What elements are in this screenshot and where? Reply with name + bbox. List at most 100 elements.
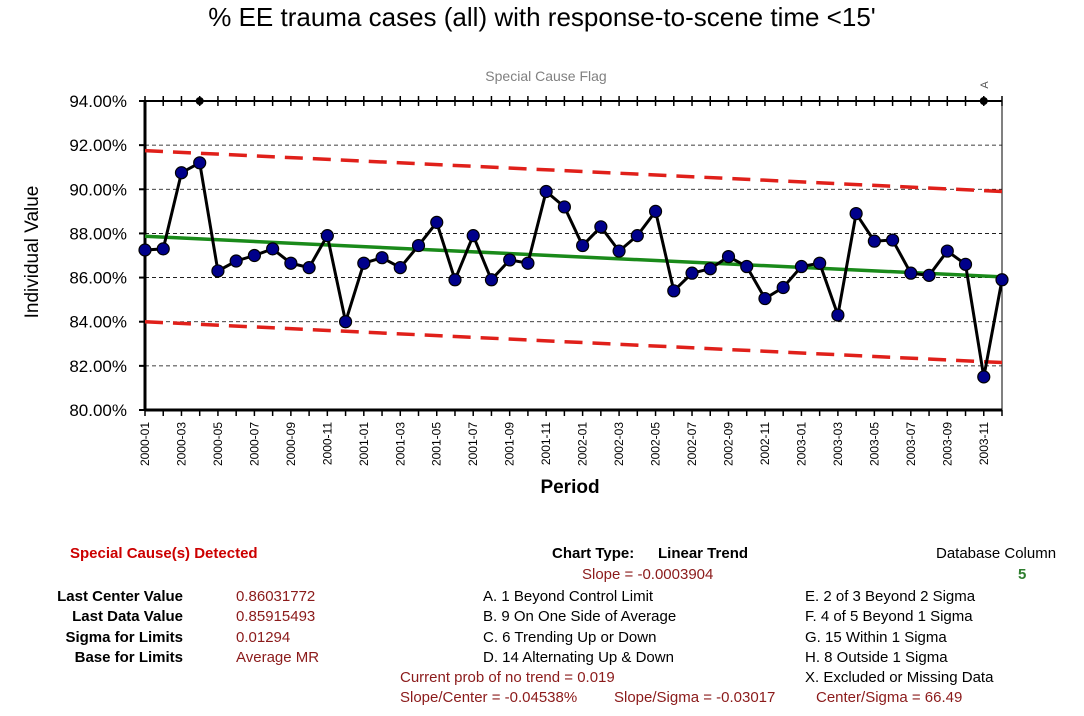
database-column-label: Database Column [936, 545, 1057, 562]
data-point [831, 308, 845, 322]
data-series [138, 156, 1009, 384]
x-tick-label: 2000-05 [211, 422, 225, 466]
stat-label: Base for Limits [74, 648, 183, 666]
data-point [193, 156, 207, 170]
special-cause-flag-label: Special Cause Flag [485, 68, 606, 84]
x-tick-label: 2001-01 [357, 422, 371, 466]
center-sigma: Center/Sigma = 66.49 [816, 689, 963, 706]
data-point [484, 273, 499, 287]
data-point [740, 259, 754, 274]
y-tick-label: 80.00% [69, 401, 127, 420]
rule-item: B. 9 On One Side of Average [483, 608, 677, 626]
x-tick-label: 2002-11 [758, 422, 772, 465]
data-point [594, 220, 608, 234]
x-tick-label: 2002-09 [721, 422, 735, 466]
x-tick-label: 2003-03 [831, 422, 845, 466]
x-tick-label: 2002-01 [576, 422, 590, 466]
data-point [211, 264, 225, 278]
data-point [302, 261, 316, 275]
data-point [138, 243, 152, 257]
center-trend-line [144, 234, 1003, 279]
special-cause-flags: A [195, 81, 991, 105]
data-point [320, 229, 334, 243]
data-point [411, 238, 426, 253]
data-point [284, 256, 298, 270]
y-tick-label: 94.00% [69, 92, 127, 111]
y-tick-label: 90.00% [69, 180, 127, 199]
stat-label: Last Center Value [57, 588, 183, 605]
y-tick-label: 82.00% [69, 357, 127, 376]
y-tick-label: 92.00% [69, 136, 127, 155]
data-point [393, 261, 407, 275]
data-point [667, 284, 681, 298]
rule-item: G. 15 Within 1 Sigma [805, 628, 947, 646]
rule-item: A. 1 Beyond Control Limit [483, 588, 654, 605]
data-point [648, 204, 663, 218]
data-point [448, 273, 462, 287]
x-tick-label: 2000-03 [174, 422, 188, 466]
x-tick-label: 2001-11 [539, 422, 553, 465]
rule-item: C. 6 Trending Up or Down [483, 628, 657, 646]
x-tick-label: 2000-09 [284, 422, 298, 466]
data-point [940, 244, 954, 258]
control-chart: 80.00% 82.00% 84.00% 86.00% 88.00% 90.00% 92.0… [22, 68, 1009, 498]
database-column-value: 5 [1018, 566, 1027, 583]
special-cause-flag [195, 97, 204, 105]
data-point [849, 206, 863, 221]
data-point [977, 370, 991, 384]
data-point [794, 259, 809, 274]
stat-label: Sigma for Limits [65, 628, 183, 646]
x-tick-label: 2001-09 [503, 422, 517, 466]
data-point [174, 166, 189, 180]
x-tick-label: 2002-05 [649, 422, 663, 466]
data-point [630, 229, 644, 243]
slope-value: Slope = -0.0003904 [582, 566, 714, 583]
data-point [503, 253, 517, 267]
special-cause-detected: Special Cause(s) Detected [70, 545, 258, 562]
data-point [758, 291, 772, 306]
chart-type-value: Linear Trend [658, 545, 749, 562]
y-axis-label: Individual Value [22, 186, 43, 319]
data-point [995, 273, 1009, 287]
data-point [685, 266, 699, 280]
y-tick-label: 84.00% [69, 313, 127, 332]
data-point [703, 262, 717, 276]
rule-item: H. 8 Outside 1 Sigma [805, 648, 948, 666]
data-point [904, 266, 918, 280]
data-point [357, 256, 371, 270]
data-point [229, 254, 243, 268]
special-cause-flag-marker: A [979, 81, 991, 89]
y-tick-labels: 80.00% 82.00% 84.00% 86.00% 88.00% 90.00% 92.0… [69, 92, 127, 420]
stat-label: Last Data Value [72, 608, 183, 626]
stat-value: Average MR [236, 648, 320, 666]
x-tick-label: 2002-07 [685, 422, 699, 466]
data-point [958, 257, 973, 271]
data-point [721, 250, 736, 264]
upper-control-limit [144, 148, 1003, 194]
data-point [466, 229, 480, 243]
y-tick-label: 88.00% [69, 224, 127, 243]
data-point [813, 256, 827, 270]
x-tick-label: 2000-01 [138, 422, 152, 466]
x-tick-label: 2003-01 [794, 422, 808, 466]
chart-title: % EE trauma cases (all) with response-to… [208, 2, 876, 32]
lower-control-limit [144, 319, 1003, 365]
data-point [612, 244, 626, 258]
data-point [557, 200, 571, 214]
x-axis-label: Period [540, 477, 599, 498]
x-tick-label: 2002-03 [612, 422, 626, 466]
rule-item: D. 14 Alternating Up & Down [483, 648, 674, 666]
slope-sigma: Slope/Sigma = -0.03017 [614, 689, 776, 706]
special-cause-flag [979, 97, 988, 105]
chart-type-label: Chart Type: [552, 545, 635, 562]
x-tick-label: 2000-11 [320, 422, 334, 465]
rule-item: X. Excluded or Missing Data [805, 669, 994, 687]
data-point [922, 268, 936, 282]
prob-no-trend: Current prob of no trend = 0.019 [400, 669, 615, 686]
x-tick-label: 2001-03 [393, 422, 407, 466]
data-point [266, 242, 280, 256]
data-point [430, 215, 444, 229]
x-tick-label: 2001-05 [430, 422, 444, 466]
data-point [776, 280, 790, 295]
x-tick-label: 2000-07 [247, 422, 261, 466]
